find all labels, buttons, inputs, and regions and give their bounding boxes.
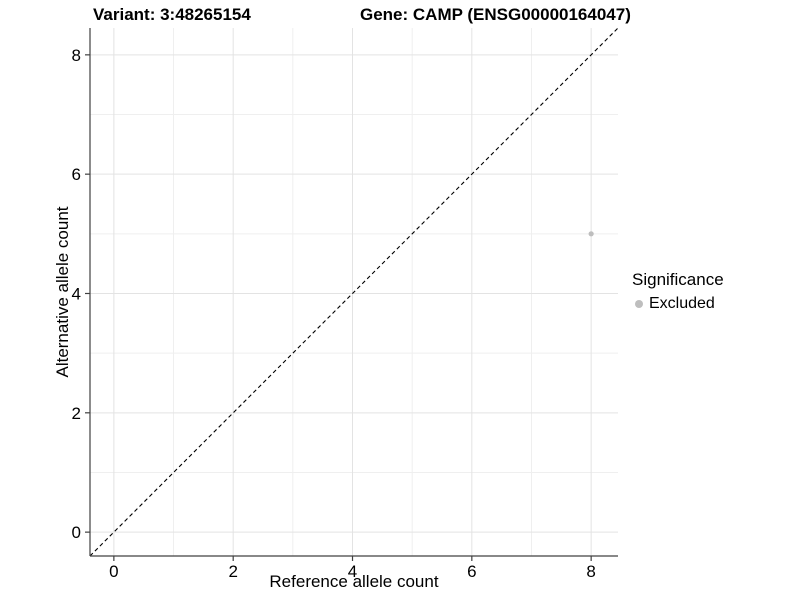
svg-text:4: 4: [72, 284, 81, 303]
legend-entry-label: Excluded: [649, 294, 715, 312]
tick-labels: 0 2 4 6 8 0 2 4 6 8: [72, 46, 596, 581]
x-axis-title: Reference allele count: [269, 572, 439, 591]
legend: Significance Excluded: [632, 270, 724, 313]
data-point: [588, 231, 594, 237]
svg-text:6: 6: [467, 562, 476, 581]
legend-entry-excluded: Excluded: [632, 294, 724, 313]
title-variant: Variant: 3:48265154: [93, 5, 251, 24]
svg-text:4: 4: [348, 562, 357, 581]
svg-text:8: 8: [586, 562, 595, 581]
svg-text:0: 0: [72, 523, 81, 542]
data-points: [588, 231, 594, 237]
axes: [85, 28, 618, 561]
legend-title: Significance: [632, 270, 724, 289]
identity-line: [89, 27, 619, 557]
y-axis-title: Alternative allele count: [53, 206, 72, 378]
svg-text:8: 8: [72, 46, 81, 65]
svg-text:6: 6: [72, 165, 81, 184]
svg-text:0: 0: [109, 562, 118, 581]
svg-text:2: 2: [72, 404, 81, 423]
legend-point-icon: [635, 299, 643, 308]
gridlines: [90, 28, 618, 556]
svg-text:2: 2: [228, 562, 237, 581]
plot-title: Variant: 3:48265154 Gene: CAMP (ENSG0000…: [0, 5, 800, 29]
title-gene: Gene: CAMP (ENSG00000164047): [360, 5, 631, 24]
